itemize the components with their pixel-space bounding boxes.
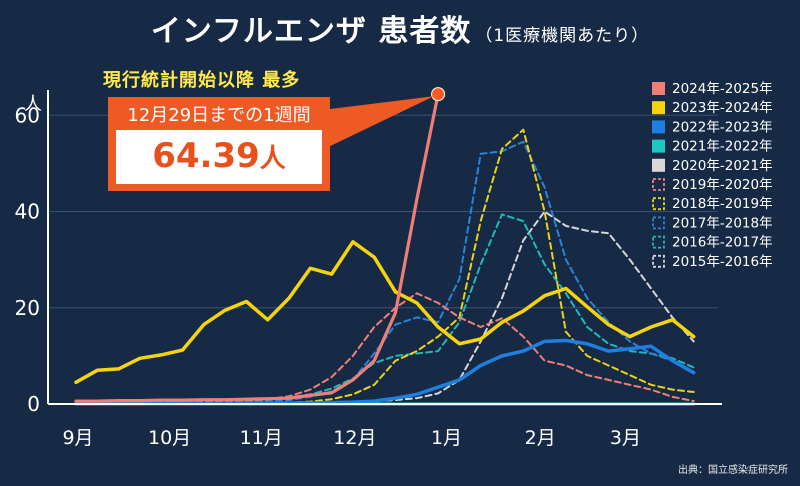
series-line-2016年-2017年 bbox=[75, 213, 695, 405]
callout-value-box: 64.39人 bbox=[116, 130, 322, 184]
legend-swatch bbox=[652, 120, 665, 134]
legend-swatch bbox=[652, 197, 665, 211]
title-main: インフルエンザ 患者数 bbox=[150, 14, 472, 49]
y-tick-label: 40 bbox=[15, 200, 40, 224]
x-tick-label: 9月 bbox=[62, 427, 93, 449]
source-note: 出典：国立感染症研究所 bbox=[678, 465, 788, 476]
legend-label: 2019年-2020年 bbox=[672, 177, 773, 193]
x-tick-label: 10月 bbox=[148, 427, 191, 449]
legend-label: 2022年-2023年 bbox=[672, 119, 773, 135]
callout-box: 12月29日までの1週間 64.39人 bbox=[108, 97, 330, 191]
callout-headline: 現行統計開始以降 最多 bbox=[103, 70, 301, 91]
y-tick-label: 0 bbox=[27, 392, 40, 416]
legend-swatch bbox=[652, 235, 665, 249]
legend-swatch bbox=[652, 254, 665, 268]
y-tick-label: 60 bbox=[15, 103, 40, 127]
series-line-2024年-2025年 bbox=[74, 92, 440, 403]
axes: 0 20 40 60 9月 10月 11月 12月 1月 2月 3月 bbox=[15, 90, 722, 449]
latest-point-marker bbox=[431, 87, 446, 102]
legend-label: 2020年-2021年 bbox=[672, 158, 773, 174]
callout-unit: 人 bbox=[259, 144, 286, 174]
title-subtitle: （1医療機関あたり） bbox=[475, 26, 650, 46]
callout-period: 12月29日までの1週間 bbox=[127, 105, 311, 126]
chart-title: インフルエンザ 患者数 （1医療機関あたり） bbox=[0, 6, 800, 50]
legend-label: 2023年-2024年 bbox=[672, 100, 773, 116]
legend-swatch bbox=[652, 139, 665, 153]
legend-label: 2018年-2019年 bbox=[672, 196, 773, 212]
legend-swatch bbox=[652, 82, 665, 95]
series-line-2023年-2024年 bbox=[74, 240, 696, 385]
callout-pointer bbox=[322, 96, 435, 150]
callout-value: 64.39 bbox=[152, 136, 260, 176]
legend-label: 2021年-2022年 bbox=[672, 139, 773, 155]
y-axis-unit: 人 bbox=[24, 94, 42, 115]
legend-swatch bbox=[652, 158, 665, 172]
legend: 2024年-2025年 2023年-2024年 2022年-2023年 2021年-2… bbox=[652, 81, 773, 270]
legend-label: 2015年-2016年 bbox=[672, 254, 773, 270]
y-tick-label: 20 bbox=[15, 296, 40, 320]
legend-label: 2017年-2018年 bbox=[672, 215, 773, 231]
legend-swatch bbox=[652, 216, 665, 230]
x-tick-label: 12月 bbox=[333, 427, 376, 449]
x-tick-label: 3月 bbox=[610, 427, 641, 449]
x-tick-label: 2月 bbox=[525, 427, 556, 449]
legend-label: 2016年-2017年 bbox=[672, 235, 773, 251]
legend-swatch bbox=[652, 101, 665, 115]
legend-swatch bbox=[652, 178, 665, 191]
legend-label: 2024年-2025年 bbox=[672, 81, 773, 97]
x-tick-label: 1月 bbox=[431, 427, 462, 449]
x-tick-label: 11月 bbox=[240, 427, 283, 449]
series-line-2022年-2023年 bbox=[74, 338, 696, 406]
